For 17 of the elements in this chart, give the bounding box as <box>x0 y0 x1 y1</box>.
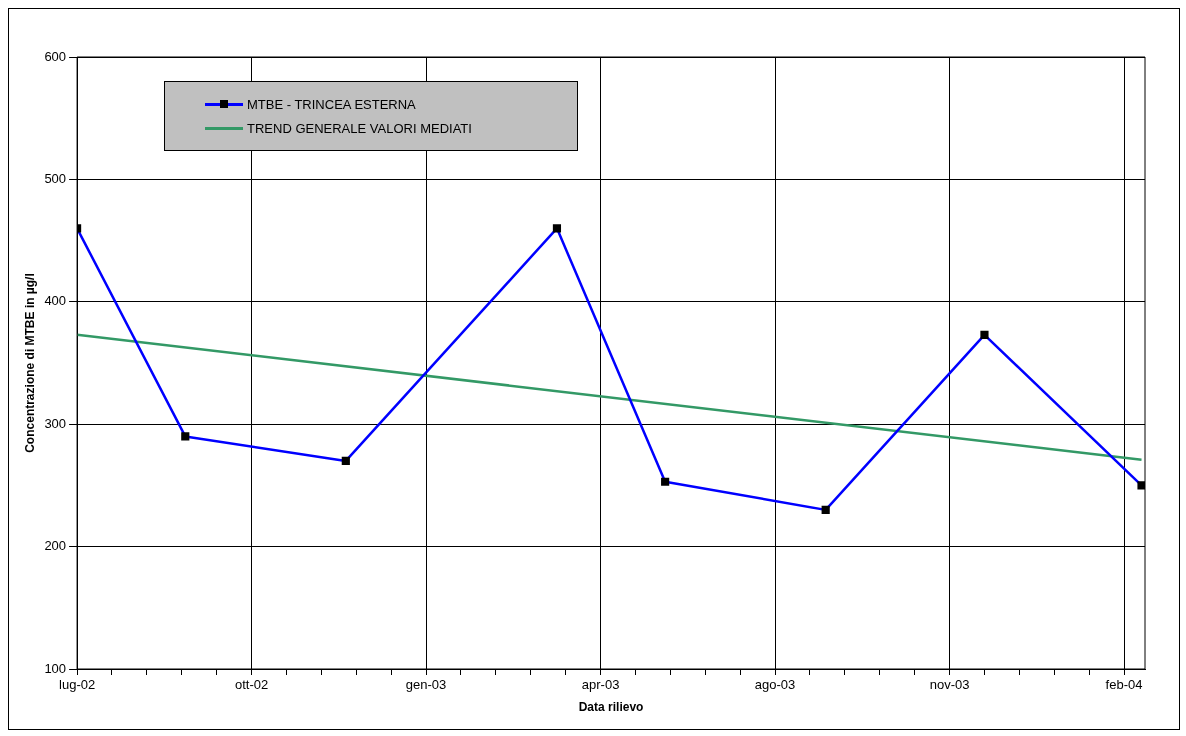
y-axis-title: Concentrazione di MTBE in µg/l <box>22 273 37 453</box>
x-tick-label: nov-03 <box>929 677 970 693</box>
y-tick-label: 500 <box>44 170 67 186</box>
x-tick-label: gen-03 <box>405 677 447 693</box>
legend-label: MTBE - TRINCEA ESTERNA <box>247 96 416 112</box>
y-tick-label: 100 <box>44 660 67 676</box>
x-tick-label: apr-03 <box>581 677 620 693</box>
x-axis-title: Data rilievo <box>578 700 644 715</box>
x-tick-label: feb-04 <box>1105 677 1143 693</box>
x-tick-label: ago-03 <box>754 677 796 693</box>
legend-label: TREND GENERALE VALORI MEDIATI <box>247 120 472 136</box>
y-tick-label: 400 <box>44 293 67 309</box>
y-tick-label: 300 <box>44 415 67 431</box>
y-tick-label: 200 <box>44 538 67 554</box>
y-tick-label: 600 <box>44 48 67 64</box>
x-tick-label: ott-02 <box>234 677 269 693</box>
x-tick-label: lug-02 <box>59 677 96 693</box>
